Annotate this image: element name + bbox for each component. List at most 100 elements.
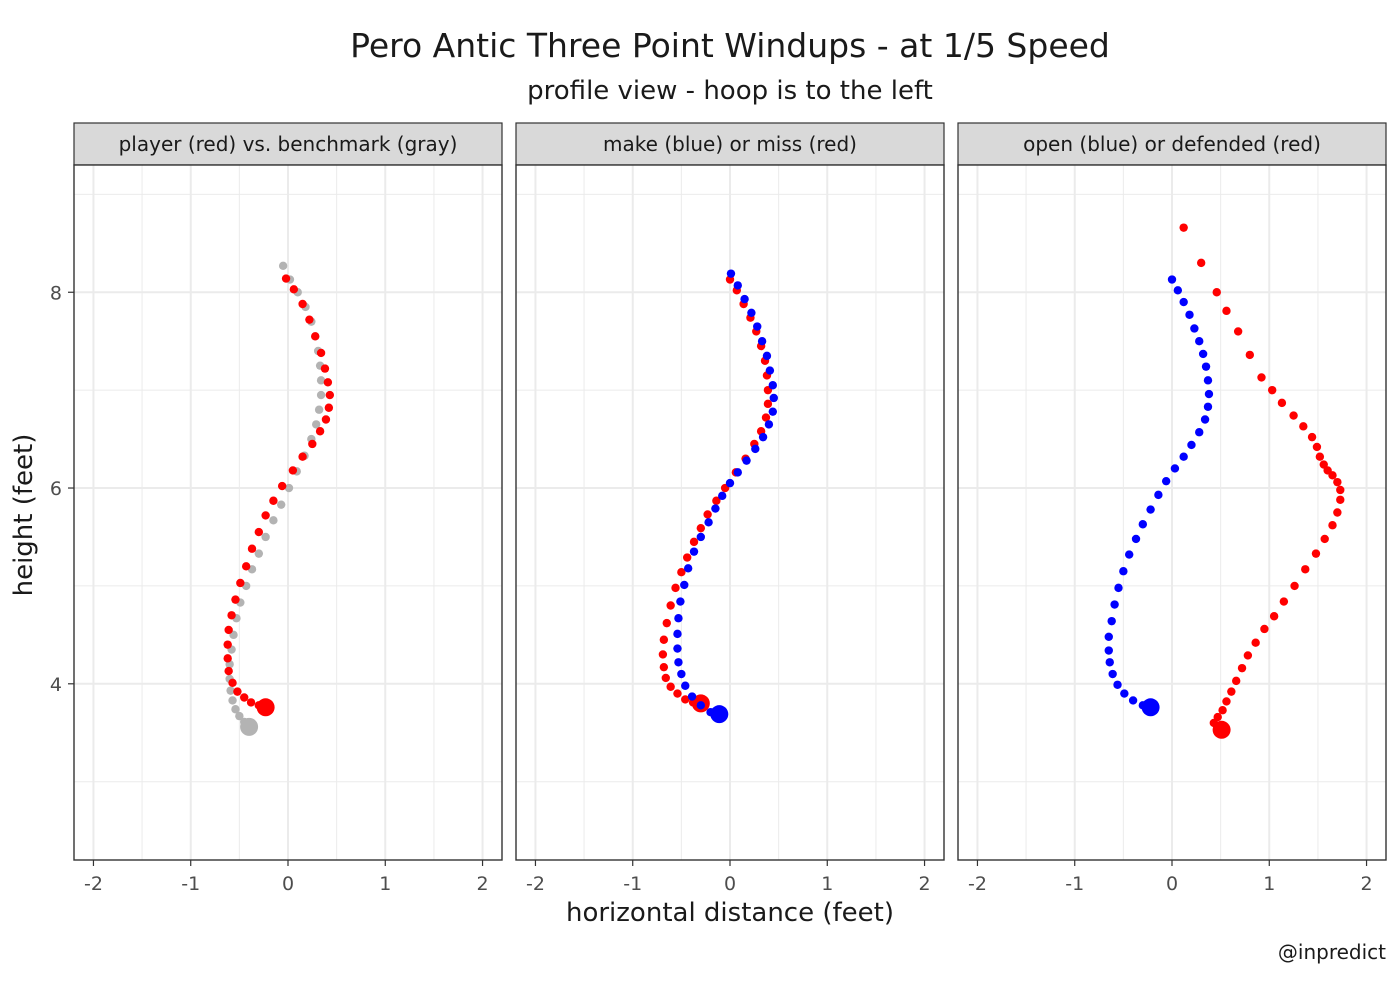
data-point-red: [666, 682, 675, 691]
data-point-blue: [1167, 275, 1177, 284]
data-point-blue: [1179, 297, 1188, 307]
data-point-blue: [768, 381, 777, 390]
data-point-red: [246, 698, 256, 707]
chart-caption: @inpredict: [1277, 940, 1386, 964]
data-point-blue: [1204, 389, 1214, 399]
data-point-red: [696, 523, 706, 533]
data-point-blue: [674, 658, 683, 667]
data-point-blue: [1146, 505, 1155, 514]
data-point-red: [1260, 624, 1269, 634]
data-point-red: [658, 650, 668, 659]
data-point-blue: [1187, 440, 1196, 450]
facet-strip: [515, 122, 945, 166]
data-point-blue: [1170, 464, 1180, 473]
data-point-blue: [1200, 415, 1210, 424]
data-point-red: [228, 678, 237, 688]
data-point-red: [254, 527, 264, 537]
data-point-blue: [740, 294, 749, 304]
data-point-blue: [1195, 428, 1204, 437]
data-point-blue: [673, 644, 682, 653]
data-point-blue: [1201, 362, 1211, 371]
data-point-blue: [1185, 310, 1194, 319]
data-point-blue: [751, 444, 760, 454]
x-tick-label: 2: [1360, 873, 1372, 895]
data-point-gray: [316, 376, 326, 385]
data-point-blue: [1161, 476, 1171, 486]
data-point-red: [1307, 432, 1317, 442]
data-point-blue: [1203, 402, 1213, 411]
data-point-gray: [312, 420, 321, 429]
data-point-blue: [742, 456, 751, 465]
data-point-blue: [1179, 452, 1188, 461]
chart-title: Pero Antic Three Point Windups - at 1/5 …: [350, 26, 1110, 65]
data-point-blue: [765, 366, 775, 375]
end-point-red: [256, 698, 275, 717]
data-point-red: [231, 595, 240, 604]
data-point-gray: [314, 405, 324, 414]
data-point-red: [763, 399, 773, 409]
panel-border: [73, 164, 503, 861]
data-point-blue: [1203, 376, 1213, 385]
facet-strip-label: make (blue) or miss (red): [603, 132, 857, 156]
data-point-red: [298, 452, 307, 461]
data-point-red: [223, 640, 232, 649]
data-point-blue: [681, 681, 690, 690]
data-point-blue: [711, 504, 720, 513]
data-point-red: [712, 496, 721, 505]
data-point-blue: [1190, 324, 1199, 333]
data-point-red: [1320, 534, 1329, 544]
data-point-red: [1196, 258, 1206, 268]
data-point-red: [1267, 385, 1277, 395]
data-point-red: [673, 689, 682, 698]
data-point-red: [662, 618, 671, 628]
data-point-red: [1243, 651, 1253, 660]
x-tick-label: 0: [724, 873, 736, 895]
data-point-gray: [316, 390, 326, 400]
chart-subtitle: profile view - hoop is to the left: [527, 76, 933, 106]
x-tick-label: -1: [181, 873, 200, 895]
data-point-gray: [226, 686, 235, 695]
data-point-red: [1333, 477, 1342, 487]
data-point-blue: [1138, 520, 1148, 529]
data-point-red: [1179, 223, 1188, 232]
x-tick-label: -2: [84, 873, 103, 895]
data-point-blue: [768, 407, 777, 416]
data-point-gray: [235, 711, 244, 721]
data-point-blue: [674, 614, 683, 623]
data-point-red: [1212, 288, 1221, 297]
data-point-red: [1289, 411, 1298, 420]
data-point-red: [241, 562, 251, 571]
data-point-red: [223, 654, 232, 663]
data-point-red: [659, 635, 669, 644]
data-point-blue: [677, 669, 686, 679]
facet-strip-label: player (red) vs. benchmark (gray): [119, 132, 458, 156]
data-point-blue: [764, 420, 774, 429]
data-point-blue: [733, 281, 742, 290]
data-point-red: [1315, 452, 1325, 461]
data-point-red: [1328, 471, 1337, 480]
data-point-blue: [1131, 534, 1141, 544]
y-tick-label: 4: [50, 674, 62, 696]
data-point-blue: [758, 432, 768, 442]
data-point-blue: [757, 336, 767, 346]
data-point-blue: [769, 393, 778, 403]
data-point-red: [325, 390, 335, 400]
data-point-blue: [1195, 336, 1204, 346]
data-point-red: [298, 299, 307, 309]
data-point-red: [320, 364, 330, 373]
data-point-red: [659, 662, 669, 672]
y-tick-label: 8: [50, 282, 62, 304]
data-point-red: [321, 415, 331, 424]
x-tick-label: -2: [968, 873, 987, 895]
data-point-blue: [1154, 490, 1163, 500]
data-point-red: [277, 481, 287, 491]
data-point-red: [1237, 663, 1247, 673]
data-point-red: [233, 687, 242, 696]
data-point-red: [1269, 612, 1279, 621]
data-point-red: [1301, 565, 1310, 574]
data-point-blue: [1105, 658, 1114, 667]
end-point-blue: [1141, 698, 1160, 717]
x-tick-label: 0: [1166, 873, 1178, 895]
data-point-red: [1279, 597, 1289, 606]
